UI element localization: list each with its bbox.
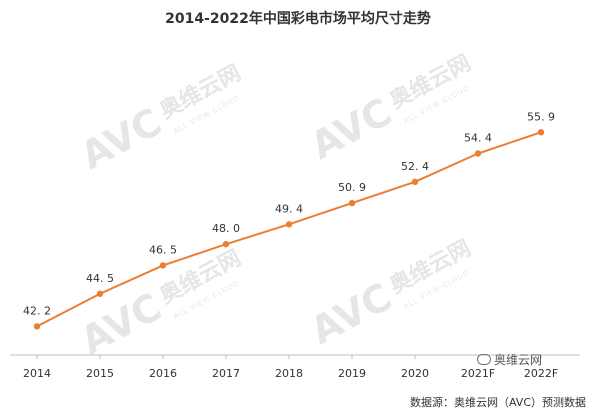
- data-point: [96, 290, 104, 297]
- plot-layer: 42. 2 44. 5 46. 5 48. 0 49. 4 50. 9 52. 4 54. 4…: [23, 110, 555, 330]
- data-point: [222, 240, 230, 248]
- data-point: [159, 262, 167, 269]
- data-point: [474, 150, 482, 157]
- data-label: 46. 5: [149, 243, 177, 256]
- data-label: 48. 0: [212, 222, 240, 235]
- x-axis: 2014 2015 2016 2017 2018 2019 2020 2021F 2022F: [10, 354, 580, 380]
- watermark-logo: AVC: [304, 275, 399, 353]
- x-tick-label: 2018: [275, 367, 303, 380]
- chart-title: 2014-2022年中国彩电市场平均尺寸走势: [165, 11, 431, 27]
- data-label: 44. 5: [86, 272, 114, 285]
- x-tick-label: 2016: [149, 367, 177, 380]
- source-note: 数据源：奥维云网（AVC）预测数据: [409, 396, 586, 409]
- data-point: [537, 129, 545, 136]
- x-tick-label: 2015: [86, 367, 114, 380]
- watermark-logo: AVC: [304, 90, 399, 168]
- data-label: 54. 4: [464, 132, 492, 145]
- x-tick-label: 2022F: [524, 367, 558, 380]
- watermark-logo: AVC: [74, 285, 169, 363]
- wechat-label: 奥维云网: [494, 353, 543, 367]
- x-tick-label: 2021F: [461, 367, 495, 380]
- x-tick-label: 2019: [338, 367, 366, 380]
- wechat-watermark: 奥维云网: [477, 351, 542, 368]
- data-label: 55. 9: [527, 110, 555, 123]
- data-label: 52. 4: [401, 160, 429, 173]
- data-point: [348, 199, 356, 207]
- data-point: [285, 221, 293, 228]
- data-label: 42. 2: [23, 304, 51, 317]
- watermark-logo: AVC: [74, 100, 169, 178]
- data-point: [411, 178, 419, 186]
- x-tick-label: 2020: [401, 367, 429, 380]
- data-point: [33, 323, 41, 330]
- x-tick-label: 2014: [23, 367, 51, 380]
- x-tick-label: 2017: [212, 367, 240, 380]
- data-label: 50. 9: [338, 181, 366, 194]
- data-label: 49. 4: [275, 202, 303, 215]
- wechat-icon: [477, 354, 491, 365]
